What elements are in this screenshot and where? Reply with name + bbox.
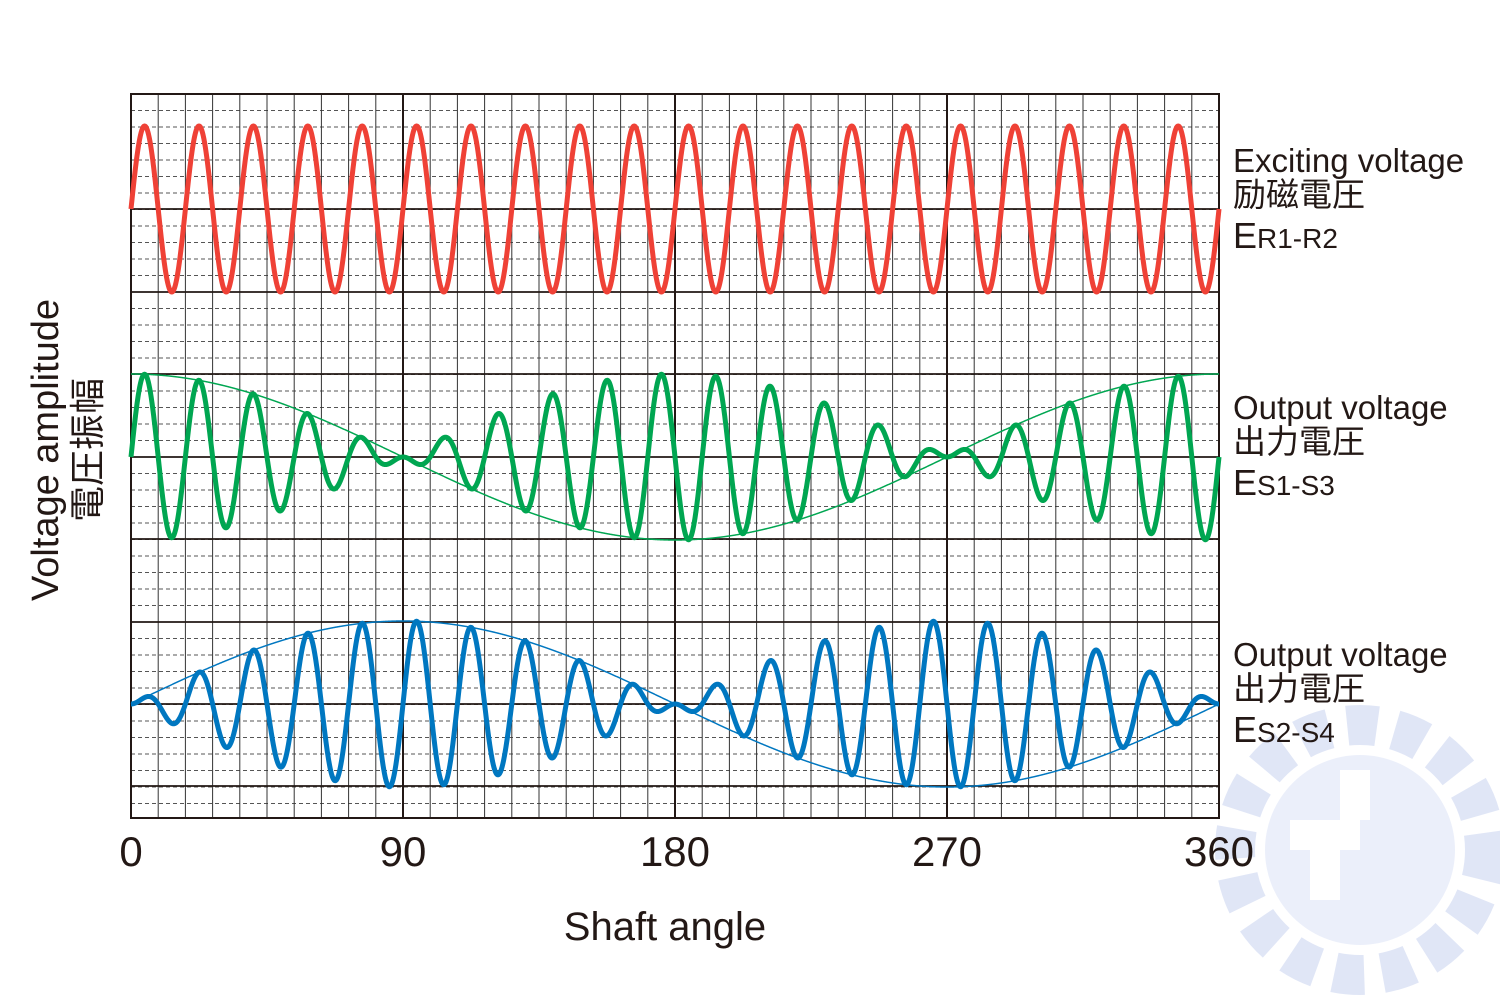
signal-name: Output voltage [1233,636,1448,673]
symbol: E [1233,462,1257,503]
symbol: E [1233,709,1257,750]
waveform [128,123,1222,295]
x-tick-label: 180 [640,828,710,875]
subscript: S1-S3 [1257,470,1335,501]
signal-symbol: ES1-S3 [1233,462,1335,503]
subscript: R1-R2 [1257,223,1338,254]
signal-symbol: ER1-R2 [1233,215,1338,256]
signal-name: Exciting voltage [1233,142,1464,179]
subscript: S2-S4 [1257,717,1335,748]
y-axis-label-jp: 電圧振幅 [67,378,108,522]
signal-name-jp: 出力電圧 [1233,423,1365,460]
x-axis-label: Shaft angle [564,905,766,949]
waveform [128,618,1222,790]
x-tick-label: 90 [380,828,427,875]
waveform [128,371,1222,543]
x-tick-label: 0 [119,828,142,875]
waveforms [128,123,1222,790]
y-axis-label: Voltage amplitude [25,299,67,601]
signal-name: Output voltage [1233,389,1448,426]
x-tick-label: 270 [912,828,982,875]
watermark [1215,705,1500,995]
x-tick-label: 360 [1184,828,1254,875]
signal-name-jp: 励磁電圧 [1233,176,1365,213]
signal-symbol: ES2-S4 [1233,709,1335,750]
signal-name-jp: 出力電圧 [1233,670,1365,707]
symbol: E [1233,215,1257,256]
